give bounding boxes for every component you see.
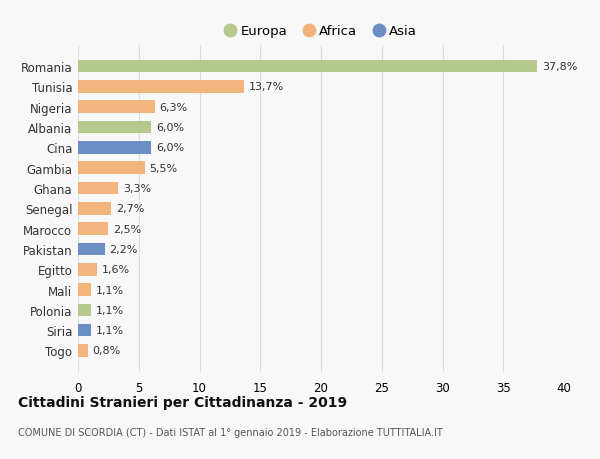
Bar: [78, 223, 109, 235]
Bar: [78, 61, 537, 73]
Bar: [78, 304, 91, 316]
Bar: [78, 202, 111, 215]
Text: 2,5%: 2,5%: [113, 224, 142, 234]
Text: Cittadini Stranieri per Cittadinanza - 2019: Cittadini Stranieri per Cittadinanza - 2…: [18, 395, 347, 409]
Text: 1,1%: 1,1%: [96, 325, 124, 336]
Bar: [78, 263, 97, 276]
Text: 13,7%: 13,7%: [250, 82, 284, 92]
Text: COMUNE DI SCORDIA (CT) - Dati ISTAT al 1° gennaio 2019 - Elaborazione TUTTITALIA: COMUNE DI SCORDIA (CT) - Dati ISTAT al 1…: [18, 427, 443, 437]
Bar: [78, 344, 88, 357]
Bar: [78, 243, 105, 256]
Bar: [78, 122, 151, 134]
Bar: [78, 81, 244, 94]
Text: 3,3%: 3,3%: [123, 184, 151, 194]
Bar: [78, 284, 91, 296]
Text: 2,2%: 2,2%: [110, 244, 138, 254]
Text: 37,8%: 37,8%: [542, 62, 578, 72]
Text: 1,1%: 1,1%: [96, 305, 124, 315]
Text: 0,8%: 0,8%: [92, 346, 121, 356]
Bar: [78, 182, 118, 195]
Text: 6,0%: 6,0%: [156, 143, 184, 153]
Text: 6,0%: 6,0%: [156, 123, 184, 133]
Text: 2,7%: 2,7%: [116, 204, 144, 214]
Bar: [78, 101, 155, 114]
Text: 1,1%: 1,1%: [96, 285, 124, 295]
Text: 5,5%: 5,5%: [149, 163, 178, 174]
Text: 6,3%: 6,3%: [160, 102, 188, 112]
Bar: [78, 324, 91, 337]
Text: 1,6%: 1,6%: [102, 265, 130, 274]
Bar: [78, 162, 145, 174]
Bar: [78, 142, 151, 154]
Legend: Europa, Africa, Asia: Europa, Africa, Asia: [220, 20, 422, 44]
